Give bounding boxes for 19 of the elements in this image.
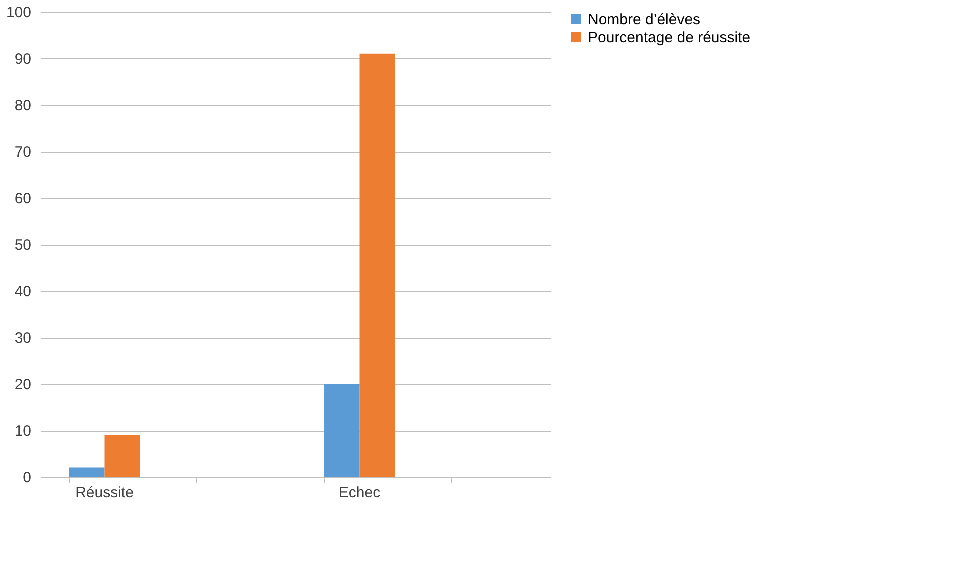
x-tick-label: Réussite — [76, 484, 134, 502]
bar — [69, 468, 105, 477]
bar — [104, 435, 140, 477]
y-tick-label: 80 — [14, 98, 32, 114]
y-tick-label: 20 — [14, 376, 32, 394]
y-tick-label: 70 — [14, 144, 32, 161]
y-tick-label: 100 — [6, 4, 32, 22]
y-tick-label: 60 — [14, 190, 32, 208]
y-tick-label: 0 — [23, 470, 32, 486]
x-tick-label: Echec — [338, 484, 382, 502]
y-tick-label: 90 — [14, 51, 32, 68]
legend-label: Nombre d’élèves — [588, 12, 701, 28]
bar — [360, 54, 396, 477]
y-tick-label: 30 — [14, 330, 32, 347]
legend-label: Pourcentage de réussite — [588, 30, 751, 46]
y-tick-label: 40 — [14, 284, 32, 300]
y-tick-label: 10 — [14, 423, 32, 440]
y-tick-label: 50 — [14, 237, 32, 254]
bar — [324, 384, 360, 477]
